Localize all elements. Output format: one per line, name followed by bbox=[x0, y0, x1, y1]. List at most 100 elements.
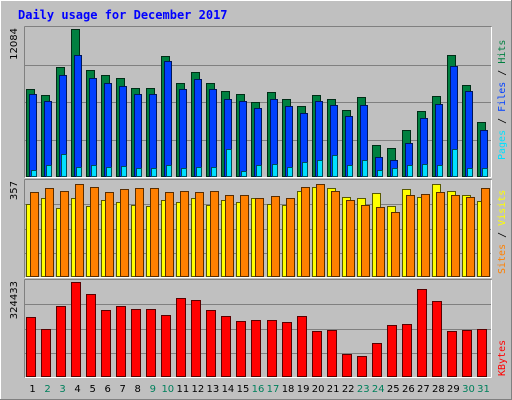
bar-kbytes-day-17 bbox=[267, 320, 277, 377]
x-tick-label-6: 6 bbox=[104, 384, 110, 395]
panel-kbytes: 324433 KBytes bbox=[9, 279, 508, 378]
bar-kbytes-day-24 bbox=[372, 343, 382, 377]
bar-kbytes-day-26 bbox=[402, 324, 412, 377]
bar-sites-day-19 bbox=[301, 187, 310, 277]
bar-pages-day-16 bbox=[256, 165, 262, 177]
x-tick-label-29: 29 bbox=[447, 384, 460, 395]
bar-pages-day-21 bbox=[332, 155, 338, 177]
x-tick-label-5: 5 bbox=[89, 384, 95, 395]
bar-sites-day-30 bbox=[466, 197, 475, 277]
bar-sites-day-5 bbox=[90, 187, 99, 277]
bar-sites-day-26 bbox=[406, 195, 415, 277]
x-tick-label-2: 2 bbox=[44, 384, 50, 395]
bar-files-day-18 bbox=[285, 106, 293, 177]
bar-pages-day-22 bbox=[347, 165, 353, 177]
x-tick-label-1: 1 bbox=[29, 384, 35, 395]
x-tick-label-16: 16 bbox=[252, 384, 265, 395]
bar-sites-day-22 bbox=[346, 200, 355, 277]
x-tick-label-12: 12 bbox=[192, 384, 205, 395]
x-tick-label-26: 26 bbox=[402, 384, 415, 395]
bar-kbytes-day-11 bbox=[176, 298, 186, 377]
bar-pages-day-29 bbox=[452, 149, 458, 177]
bar-kbytes-day-7 bbox=[116, 306, 126, 377]
panel-hits-files-pages: 12084 Pages / Files / Hits bbox=[9, 26, 508, 178]
bar-kbytes-day-8 bbox=[131, 309, 141, 377]
bar-kbytes-day-31 bbox=[477, 329, 487, 377]
x-tick-label-10: 10 bbox=[161, 384, 174, 395]
bar-files-day-5 bbox=[89, 78, 97, 177]
bar-kbytes-day-22 bbox=[342, 354, 352, 377]
bar-pages-day-10 bbox=[166, 165, 172, 177]
bar-pages-day-28 bbox=[437, 165, 443, 177]
bar-files-day-7 bbox=[119, 86, 127, 177]
bar-sites-day-4 bbox=[75, 184, 84, 277]
bar-pages-day-7 bbox=[121, 166, 127, 177]
x-tick-label-7: 7 bbox=[120, 384, 126, 395]
bar-pages-day-26 bbox=[407, 165, 413, 177]
bar-sites-day-2 bbox=[45, 188, 54, 277]
legend-entry-0: Pages bbox=[497, 130, 508, 160]
bar-sites-day-16 bbox=[255, 198, 264, 277]
x-tick-label-28: 28 bbox=[432, 384, 445, 395]
bar-sites-day-15 bbox=[240, 195, 249, 277]
bar-pages-day-27 bbox=[422, 164, 428, 177]
panel-max-label: 324433 bbox=[9, 281, 20, 319]
bar-pages-day-30 bbox=[467, 168, 473, 177]
x-tick-label-15: 15 bbox=[237, 384, 250, 395]
legend-entry-4: Hits bbox=[497, 40, 508, 64]
x-tick-label-27: 27 bbox=[417, 384, 430, 395]
bar-sites-day-31 bbox=[481, 188, 490, 277]
x-tick-label-23: 23 bbox=[357, 384, 370, 395]
bar-files-day-8 bbox=[134, 94, 142, 177]
bar-pages-day-11 bbox=[181, 168, 187, 177]
legend-entry-2: Files bbox=[497, 82, 508, 112]
legend-entry-1: / bbox=[497, 226, 508, 244]
bar-kbytes-day-25 bbox=[387, 325, 397, 377]
bar-kbytes-day-27 bbox=[417, 289, 427, 377]
bar-pages-day-20 bbox=[317, 160, 323, 177]
bar-files-day-11 bbox=[179, 89, 187, 177]
bar-kbytes-day-30 bbox=[462, 330, 472, 377]
x-tick-label-25: 25 bbox=[387, 384, 400, 395]
bar-sites-day-12 bbox=[195, 192, 204, 277]
bar-files-day-6 bbox=[104, 83, 112, 177]
bar-sites-day-14 bbox=[225, 195, 234, 277]
x-tick-label-30: 30 bbox=[462, 384, 475, 395]
bar-kbytes-day-14 bbox=[221, 316, 231, 377]
bar-sites-day-25 bbox=[391, 212, 400, 277]
bar-kbytes-day-2 bbox=[41, 329, 51, 377]
legend-entry-0: KBytes bbox=[497, 340, 508, 376]
x-tick-label-14: 14 bbox=[222, 384, 235, 395]
x-tick-label-9: 9 bbox=[150, 384, 156, 395]
bar-kbytes-day-18 bbox=[282, 322, 292, 377]
bar-sites-day-11 bbox=[180, 191, 189, 277]
panel-max-label: 357 bbox=[9, 181, 20, 200]
bar-pages-day-15 bbox=[241, 171, 247, 177]
bar-sites-day-1 bbox=[30, 192, 39, 277]
bar-sites-day-21 bbox=[331, 191, 340, 277]
bar-pages-day-3 bbox=[61, 154, 67, 177]
bar-sites-day-13 bbox=[210, 191, 219, 277]
x-tick-label-24: 24 bbox=[372, 384, 385, 395]
x-tick-label-20: 20 bbox=[312, 384, 325, 395]
bar-sites-day-27 bbox=[421, 194, 430, 277]
bar-kbytes-day-5 bbox=[86, 294, 96, 377]
x-axis-labels: 1 2 3 4 5 6 7 8 9 10 11 12 13 14 15 16 17 18 19 20 21 22 23 24 2… bbox=[29, 384, 490, 395]
bar-kbytes-day-28 bbox=[432, 301, 442, 377]
bar-pages-day-14 bbox=[226, 149, 232, 177]
bar-sites-day-18 bbox=[286, 198, 295, 277]
bar-files-day-12 bbox=[194, 79, 202, 177]
bar-files-day-10 bbox=[164, 61, 172, 177]
bar-pages-day-1 bbox=[31, 170, 37, 177]
legend-entry-0: Sites bbox=[497, 244, 508, 274]
bar-kbytes-day-12 bbox=[191, 300, 201, 377]
x-tick-label-18: 18 bbox=[282, 384, 295, 395]
bar-sites-day-20 bbox=[316, 184, 325, 277]
bar-pages-day-4 bbox=[76, 167, 82, 177]
bar-kbytes-day-19 bbox=[297, 316, 307, 377]
x-tick-label-3: 3 bbox=[59, 384, 65, 395]
bar-sites-day-28 bbox=[436, 192, 445, 277]
bar-pages-day-12 bbox=[196, 167, 202, 177]
bar-pages-day-2 bbox=[46, 165, 52, 177]
